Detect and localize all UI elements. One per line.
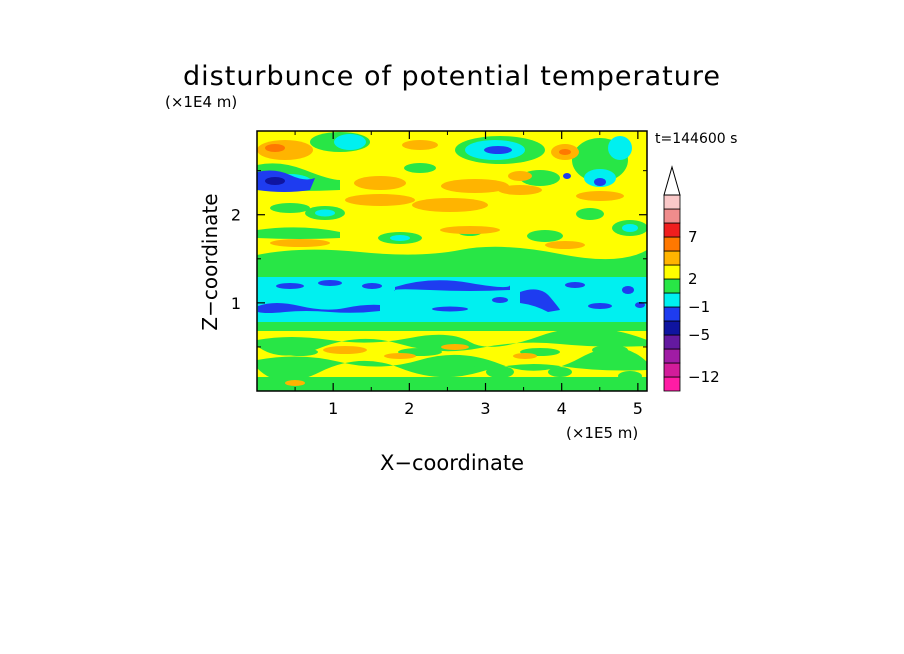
colorbar-level: [663, 376, 681, 392]
y-scale-label: (×1E4 m): [165, 93, 237, 111]
colorbar: −12−5−127: [663, 165, 720, 392]
colorbar-level: [663, 250, 681, 266]
y-axis-ticks: 12: [231, 170, 647, 348]
x-tick-label: 4: [557, 399, 567, 418]
x-scale-label: (×1E5 m): [566, 424, 638, 442]
colorbar-label: −5: [688, 326, 710, 344]
y-tick-label: 1: [231, 294, 241, 313]
colorbar-level: [663, 320, 681, 336]
mid-cyan-patches: [315, 209, 638, 241]
upper-darkorange-patches: [265, 144, 571, 155]
y-tick-label: 2: [231, 206, 241, 225]
colorbar-label: 7: [688, 228, 698, 246]
band-green-mid: [257, 262, 647, 277]
x-axis-label: X−coordinate: [380, 451, 524, 475]
colorbar-level: [663, 222, 681, 238]
mid-orange-patches: [270, 185, 624, 249]
colorbar-extend-arrow: [663, 165, 681, 196]
colorbar-level: [663, 236, 681, 252]
colorbar-label: 2: [688, 270, 698, 288]
colorbar-level: [663, 292, 681, 308]
colorbar-level: [663, 194, 681, 210]
x-tick-label: 3: [480, 399, 490, 418]
colorbar-label: −12: [688, 368, 720, 386]
time-label: t=144600 s: [655, 131, 737, 147]
colorbar-level: [663, 348, 681, 364]
plot-frame: [256, 130, 648, 392]
chart-title: disturbunce of potential temperature: [183, 61, 721, 92]
lower-orange-patches: [285, 344, 537, 386]
upper-blue-patches: [257, 146, 606, 192]
x-axis-ticks: 1 2 3 4 5: [294, 131, 643, 418]
colorbar-level: [663, 278, 681, 294]
y-axis-label: Z−coordinate: [198, 193, 222, 330]
x-tick-label: 1: [328, 399, 338, 418]
x-tick-label: 5: [633, 399, 643, 418]
colorbar-level: [663, 208, 681, 224]
colorbar-label: −1: [688, 298, 710, 316]
colorbar-level: [663, 306, 681, 322]
plot-area: [257, 131, 647, 391]
cyan-band-blue-streaks: [258, 280, 645, 313]
lower-green-patches: [257, 327, 647, 382]
band-green-low: [257, 322, 647, 331]
upper-darkblue-patches: [265, 177, 285, 185]
x-tick-label: 2: [404, 399, 414, 418]
band-green-bottom: [257, 377, 647, 391]
colorbar-level: [663, 264, 681, 280]
colorbar-level: [663, 334, 681, 350]
colorbar-level: [663, 362, 681, 378]
